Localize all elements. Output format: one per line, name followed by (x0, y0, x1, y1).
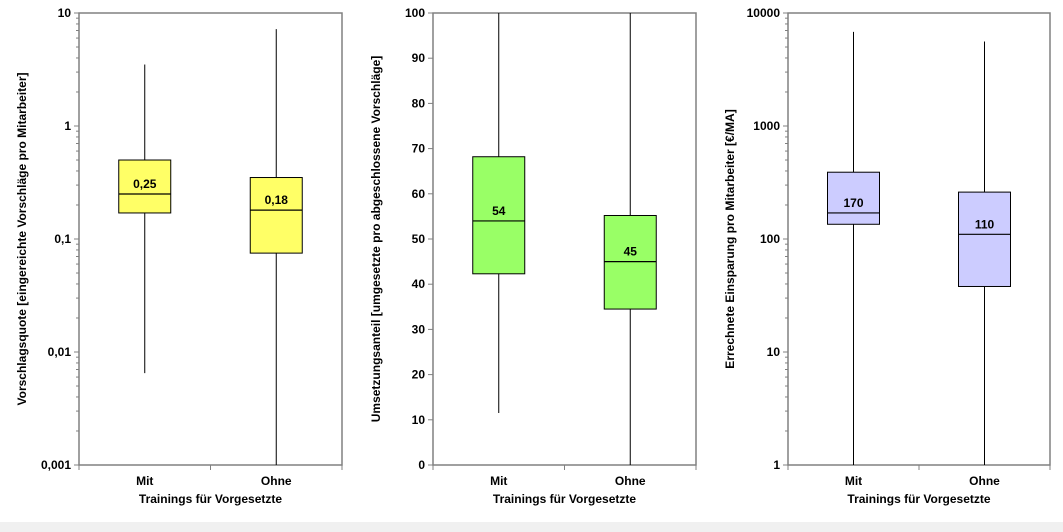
y-tick-label: 40 (412, 277, 426, 291)
median-label: 54 (492, 204, 506, 218)
iqr-box (603, 214, 657, 310)
box-mit: 54 (472, 13, 526, 414)
x-axis-label: Trainings für Vorgesetzte (139, 492, 282, 506)
median-label: 110 (975, 217, 995, 231)
y-axis-label: Vorschlagsquote [eingereichte Vorschläge… (15, 73, 29, 406)
y-tick-label: 0 (418, 458, 425, 472)
median-label: 170 (843, 196, 863, 210)
box-mit: 170 (827, 31, 880, 465)
y-tick-label: 1000 (753, 119, 780, 133)
x-tick-label: Ohne (261, 474, 292, 488)
y-axis-label: Umsetzungsanteil [umgesetzte pro abgesch… (369, 56, 383, 423)
y-tick-label: 100 (760, 232, 780, 246)
iqr-box (827, 171, 880, 225)
median-label: 0,18 (265, 193, 289, 207)
y-tick-label: 50 (412, 232, 426, 246)
iqr-box (249, 177, 303, 254)
y-tick-label: 20 (412, 368, 426, 382)
box-ohne: 45 (603, 13, 657, 465)
iqr-box (472, 156, 526, 275)
y-tick-label: 100 (405, 6, 425, 20)
y-tick-label: 10 (58, 6, 72, 20)
y-tick-label: 10 (767, 345, 781, 359)
chart-2: 0 10 20 30 40 50 60 70 80 90 100 Mit Ohne 54 45 Trainin… (369, 6, 697, 506)
y-tick-label: 70 (412, 142, 426, 156)
iqr-box (118, 159, 172, 214)
median-label: 45 (624, 245, 638, 259)
chart-1: 0,001 0,01 0,1 1 10 Mit Ohne 0,25 0,18 Trainings … (15, 6, 343, 506)
x-tick-label: Mit (845, 474, 862, 488)
y-tick-label: 30 (412, 322, 426, 336)
y-tick-label: 80 (412, 96, 426, 110)
x-axis-label: Trainings für Vorgesetzte (493, 492, 636, 506)
x-tick-label: Ohne (615, 474, 646, 488)
y-tick-label: 1 (773, 458, 780, 472)
box-ohne: 110 (958, 41, 1011, 465)
y-tick-label: 10 (412, 413, 426, 427)
x-tick-label: Mit (490, 474, 507, 488)
y-tick-label: 1 (64, 119, 71, 133)
y-tick-label: 0,001 (41, 458, 71, 472)
x-axis-label: Trainings für Vorgesetzte (847, 492, 990, 506)
bottom-strip (0, 522, 1063, 532)
median-label: 0,25 (133, 177, 157, 191)
box-ohne: 0,18 (249, 29, 303, 465)
y-axis-label: Errechnete Einsparung pro Mitarbeiter [€… (723, 109, 737, 368)
x-tick-label: Ohne (969, 474, 1000, 488)
y-tick-label: 10000 (747, 6, 781, 20)
y-tick-label: 0,01 (48, 345, 72, 359)
x-tick-label: Mit (136, 474, 153, 488)
y-tick-label: 60 (412, 187, 426, 201)
box-mit: 0,25 (118, 64, 172, 374)
iqr-box (958, 191, 1011, 287)
y-tick-label: 0,1 (54, 232, 71, 246)
y-tick-label: 90 (412, 51, 426, 65)
